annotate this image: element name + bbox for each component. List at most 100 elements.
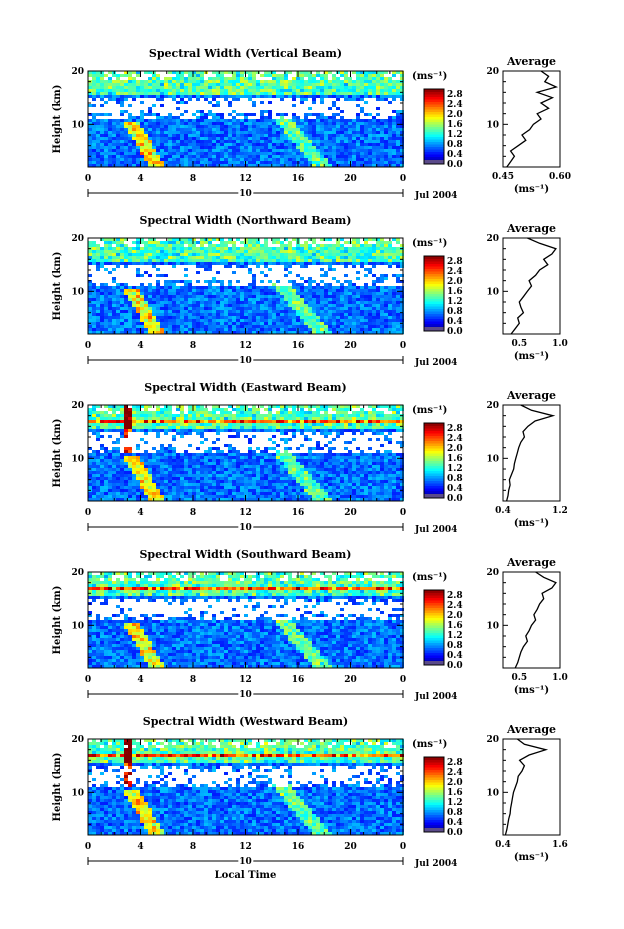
heatmap-cell — [116, 262, 120, 265]
colorbar-segment — [424, 308, 444, 312]
heatmap-cell — [372, 92, 376, 95]
heatmap-cell — [112, 453, 116, 456]
heatmap-cell — [252, 143, 256, 146]
heatmap-cell — [180, 125, 184, 128]
heatmap-cell — [212, 325, 216, 328]
heatmap-cell — [152, 486, 156, 489]
heatmap-cell — [168, 125, 172, 128]
heatmap-cell — [188, 164, 192, 167]
heatmap-cell — [140, 453, 144, 456]
heatmap-cell — [272, 89, 276, 92]
heatmap-cell — [360, 83, 364, 86]
heatmap-cell — [208, 161, 212, 164]
heatmap-cell — [376, 140, 380, 143]
heatmap-cell — [248, 92, 252, 95]
heatmap-cell — [192, 322, 196, 325]
heatmap-cell — [236, 146, 240, 149]
heatmap-cell — [236, 301, 240, 304]
heatmap-cell — [228, 265, 232, 268]
colorbar-segment — [424, 114, 444, 117]
heatmap-cell — [340, 331, 344, 334]
heatmap-cell — [152, 155, 156, 158]
heatmap-cell — [144, 304, 148, 307]
heatmap-cell — [224, 328, 228, 331]
heatmap-cell — [168, 95, 172, 98]
heatmap-cell — [108, 477, 112, 480]
heatmap-cell — [228, 152, 232, 155]
heatmap-cell — [124, 286, 128, 289]
heatmap-cell — [384, 277, 388, 280]
heatmap-cell — [328, 286, 332, 289]
heatmap-cell — [152, 244, 156, 247]
heatmap-cell — [368, 92, 372, 95]
heatmap-cell — [332, 164, 336, 167]
heatmap-cell — [192, 289, 196, 292]
heatmap-cell — [212, 238, 216, 241]
heatmap-cell — [92, 128, 96, 131]
heatmap-cell — [356, 140, 360, 143]
heatmap-cell — [172, 140, 176, 143]
heatmap-cell — [216, 331, 220, 334]
heatmap-cell — [236, 259, 240, 262]
heatmap-cell — [388, 304, 392, 307]
heatmap-cell — [200, 289, 204, 292]
heatmap-cell — [100, 444, 104, 447]
heatmap-cell — [160, 259, 164, 262]
heatmap-cell — [340, 71, 344, 74]
colorbar-segment — [424, 293, 444, 297]
heatmap-cell — [304, 119, 308, 122]
heatmap-cell — [320, 143, 324, 146]
heatmap-cell — [400, 250, 404, 253]
heatmap-cell — [196, 253, 200, 256]
heatmap-cell — [164, 486, 168, 489]
heatmap-cell — [184, 253, 188, 256]
heatmap-cell — [172, 158, 176, 161]
heatmap-cell — [392, 295, 396, 298]
heatmap-cell — [108, 328, 112, 331]
heatmap-cell — [112, 313, 116, 316]
heatmap-cell — [384, 262, 388, 265]
heatmap-cell — [160, 146, 164, 149]
heatmap-cell — [128, 450, 132, 453]
heatmap-cell — [108, 95, 112, 98]
heatmap-cell — [204, 152, 208, 155]
heatmap-cell — [188, 322, 192, 325]
heatmap-cell — [284, 331, 288, 334]
heatmap-cell — [256, 298, 260, 301]
heatmap-cell — [248, 286, 252, 289]
heatmap-cell — [96, 432, 100, 435]
heatmap-cell — [248, 256, 252, 259]
heatmap-cell — [304, 86, 308, 89]
heatmap-cell — [176, 131, 180, 134]
heatmap-cell — [144, 137, 148, 140]
heatmap-cell — [88, 113, 92, 116]
heatmap-cell — [200, 307, 204, 310]
heatmap-cell — [292, 131, 296, 134]
heatmap-cell — [200, 143, 204, 146]
heatmap-cell — [396, 131, 400, 134]
heatmap-cell — [92, 319, 96, 322]
heatmap-cell — [224, 307, 228, 310]
heatmap-cell — [112, 423, 116, 426]
heatmap-cell — [120, 471, 124, 474]
heatmap-cell — [100, 319, 104, 322]
heatmap-cell — [156, 477, 160, 480]
heatmap-cell — [188, 146, 192, 149]
heatmap-cell — [332, 143, 336, 146]
heatmap-cell — [372, 86, 376, 89]
heatmap-cell — [396, 128, 400, 131]
heatmap-cell — [272, 307, 276, 310]
heatmap-cell — [288, 80, 292, 83]
heatmap-cell — [320, 122, 324, 125]
heatmap-cell — [136, 405, 140, 408]
heatmap-cell — [364, 247, 368, 250]
heatmap-cell — [144, 474, 148, 477]
heatmap-cell — [380, 143, 384, 146]
heatmap-cell — [364, 241, 368, 244]
heatmap-cell — [156, 489, 160, 492]
heatmap-cell — [132, 80, 136, 83]
heatmap-cell — [368, 113, 372, 116]
heatmap-cell — [304, 89, 308, 92]
heatmap-cell — [196, 158, 200, 161]
heatmap-cell — [172, 259, 176, 262]
